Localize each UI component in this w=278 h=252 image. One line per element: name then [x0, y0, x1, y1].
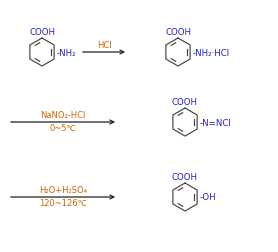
- Text: COOH: COOH: [165, 28, 191, 37]
- Text: H₂O+H₂SO₄: H₂O+H₂SO₄: [39, 186, 87, 195]
- Text: 120~126℃: 120~126℃: [39, 199, 87, 208]
- Text: -N=NCl: -N=NCl: [200, 118, 232, 128]
- Text: COOH: COOH: [172, 98, 198, 107]
- Text: -NH₂·HCl: -NH₂·HCl: [193, 48, 230, 57]
- Text: COOH: COOH: [29, 28, 55, 37]
- Text: NaNO₂-HCl: NaNO₂-HCl: [40, 111, 86, 120]
- Text: -OH: -OH: [200, 194, 217, 203]
- Text: -NH₂: -NH₂: [57, 48, 77, 57]
- Text: 0~5℃: 0~5℃: [49, 124, 76, 133]
- Text: COOH: COOH: [172, 173, 198, 182]
- Text: HCl: HCl: [97, 41, 111, 50]
